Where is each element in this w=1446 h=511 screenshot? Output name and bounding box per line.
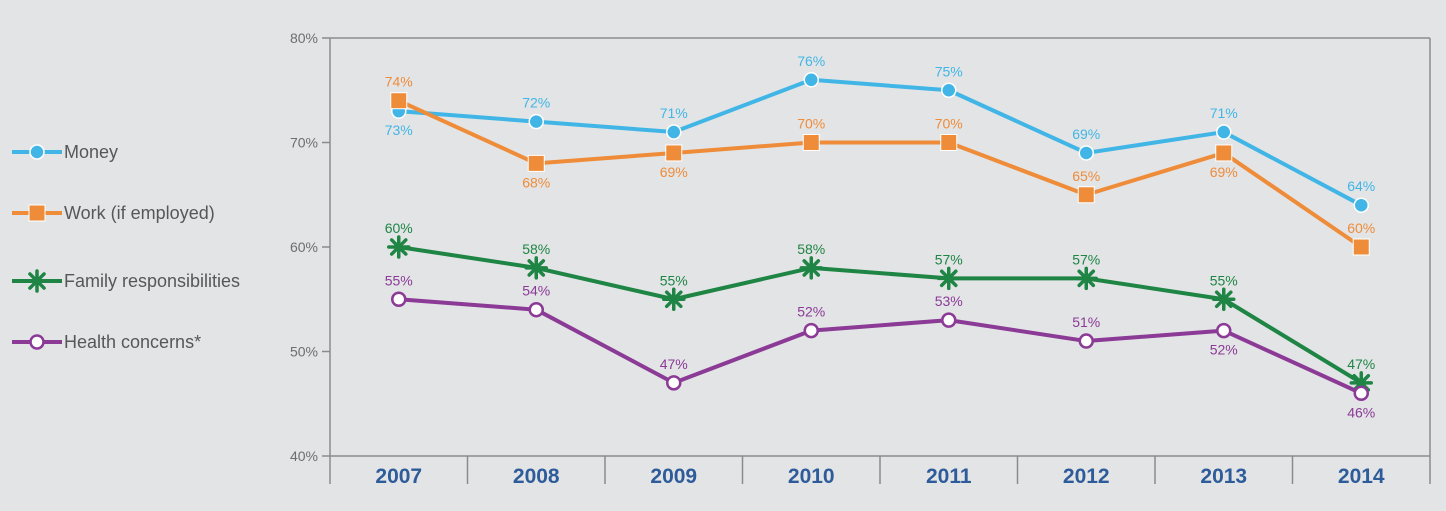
x-tick-label: 2011 — [926, 465, 972, 488]
open-circle-marker — [666, 375, 682, 391]
square-marker — [802, 134, 820, 151]
y-tick-label: 60% — [290, 239, 318, 255]
data-label: 57% — [1072, 251, 1100, 267]
data-label: 76% — [797, 53, 825, 69]
square-marker — [665, 144, 683, 162]
star-marker — [937, 266, 961, 291]
data-label: 64% — [1347, 178, 1375, 194]
square-marker — [1215, 144, 1233, 162]
axes: 40% 50% 60% 70% 80% 2007 2008 2009 2010 2011 2012 2… — [290, 30, 1431, 488]
series-line-1 — [397, 98, 1363, 249]
data-label: 74% — [385, 74, 413, 90]
circle-marker — [1353, 197, 1369, 213]
square-marker — [527, 154, 545, 172]
legend-square-marker — [28, 204, 46, 222]
legend-circle-marker — [29, 144, 45, 160]
legend-open-circle-marker — [29, 334, 45, 350]
data-label: 75% — [935, 63, 963, 79]
circle-marker — [528, 113, 544, 130]
x-tick-label: 2012 — [1063, 465, 1110, 488]
data-label: 53% — [935, 293, 963, 309]
data-label: 47% — [1347, 356, 1375, 372]
open-circle-marker — [941, 312, 957, 328]
x-tick-label: 2007 — [375, 465, 422, 488]
y-tick-label: 70% — [290, 135, 318, 151]
data-label: 51% — [1072, 314, 1100, 330]
data-label: 70% — [935, 116, 963, 132]
x-tick-label: 2010 — [788, 465, 835, 488]
legend-label: Family responsibilities — [64, 271, 240, 291]
open-circle-marker — [528, 301, 544, 318]
circle-marker — [1216, 124, 1232, 140]
y-tick-label: 50% — [290, 344, 318, 360]
square-marker — [1352, 238, 1370, 256]
x-tick-label: 2014 — [1338, 465, 1385, 488]
data-label: 71% — [660, 105, 688, 121]
series-line-0 — [398, 77, 1363, 207]
star-marker — [662, 287, 686, 311]
star-marker — [799, 256, 823, 280]
series-line-2 — [398, 245, 1363, 385]
data-label: 70% — [797, 116, 825, 132]
open-circle-marker — [803, 322, 819, 339]
data-label: 73% — [385, 122, 413, 138]
legend-item: Health concerns* — [12, 332, 201, 352]
legend-label: Health concerns* — [64, 332, 201, 352]
open-circle-marker — [391, 291, 407, 307]
data-label: 58% — [522, 241, 550, 257]
circle-marker — [941, 82, 957, 98]
series-line-3 — [398, 297, 1363, 396]
square-marker — [390, 92, 408, 110]
data-label: 60% — [1347, 220, 1375, 236]
data-label: 69% — [1210, 164, 1238, 180]
data-label: 58% — [797, 241, 825, 257]
legend-star-marker — [25, 269, 49, 293]
square-marker — [940, 134, 958, 151]
legend-item: Work (if employed) — [12, 203, 215, 223]
circle-marker — [666, 124, 682, 140]
open-circle-marker — [1216, 322, 1232, 339]
star-marker — [387, 235, 411, 259]
star-marker — [1212, 287, 1236, 311]
data-label: 60% — [385, 220, 413, 236]
legend-item: Money — [12, 142, 118, 162]
data-label: 68% — [522, 174, 550, 190]
legend-item: Family responsibilities — [12, 269, 240, 293]
square-marker — [1077, 186, 1095, 204]
data-labels: 73% 72% 71% 76% 75% 69% 71% 64% 74% 68% 69% 70% 70% 6… — [385, 53, 1376, 420]
y-tick-label: 40% — [290, 448, 318, 464]
legend-label: Money — [64, 142, 118, 162]
open-circle-marker — [1078, 333, 1094, 349]
y-tick-label: 80% — [290, 30, 318, 46]
legend: Money Work (if employed) Family responsibi… — [12, 142, 240, 352]
legend-label: Work (if employed) — [64, 203, 215, 223]
data-label: 52% — [797, 304, 825, 320]
data-label: 57% — [935, 251, 963, 267]
data-label: 72% — [522, 95, 550, 111]
circle-marker — [1078, 145, 1094, 161]
data-label: 55% — [385, 272, 413, 288]
open-circle-marker — [1353, 385, 1369, 402]
data-label: 65% — [1072, 168, 1100, 184]
data-label: 69% — [1072, 126, 1100, 142]
data-label: 55% — [660, 272, 688, 288]
series-lines — [387, 72, 1373, 402]
data-label: 47% — [660, 356, 688, 372]
x-tick-label: 2008 — [513, 465, 560, 488]
data-label: 71% — [1210, 105, 1238, 121]
data-label: 55% — [1210, 272, 1238, 288]
data-label: 46% — [1347, 404, 1375, 420]
data-label: 52% — [1210, 342, 1238, 358]
data-label: 54% — [522, 283, 550, 299]
data-label: 69% — [660, 164, 688, 180]
x-tick-label: 2013 — [1200, 465, 1247, 488]
star-marker — [524, 256, 548, 280]
x-tick-label: 2009 — [650, 465, 697, 488]
circle-marker — [803, 72, 819, 88]
star-marker — [1074, 266, 1098, 291]
